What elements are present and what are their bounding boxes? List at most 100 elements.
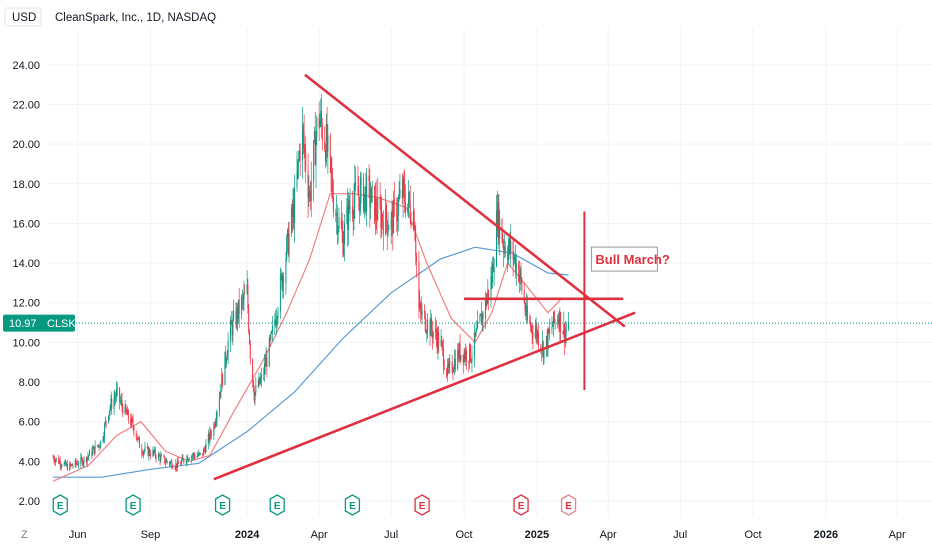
candle-body [188, 459, 190, 460]
earnings-marker[interactable]: E [52, 494, 68, 516]
candle-body [518, 263, 520, 282]
earnings-marker[interactable]: E [269, 494, 285, 516]
earnings-marker[interactable]: E [513, 494, 529, 516]
candle-body [175, 463, 177, 468]
candle-body [243, 292, 245, 300]
candle-body [354, 182, 356, 201]
candle-body [94, 444, 96, 454]
candle-body [238, 299, 240, 315]
candle-body [89, 450, 91, 456]
candle-body [530, 322, 532, 328]
candle-body [150, 454, 152, 456]
candle-body [225, 351, 227, 363]
candle-body [171, 461, 173, 468]
candle-body [115, 396, 117, 398]
candle-body [249, 343, 251, 360]
candle-body [88, 455, 90, 457]
candle-body [498, 201, 500, 239]
candle-body [564, 331, 566, 343]
earnings-marker[interactable]: E [414, 494, 430, 516]
candle-body [221, 374, 223, 392]
candle-body [296, 171, 298, 188]
candle-body [365, 186, 367, 212]
candle-body [510, 241, 512, 253]
header: USD CleanSpark, Inc., 1D, NASDAQ [4, 7, 216, 27]
candle-body [480, 314, 482, 316]
candle-body [320, 111, 322, 121]
annotation-box[interactable]: Bull March? [590, 246, 670, 272]
y-tick-label: 2.00 [19, 496, 40, 508]
z-button[interactable]: Z [21, 529, 28, 541]
candle-body [165, 460, 167, 463]
candle-body [423, 310, 425, 313]
candle-body [97, 445, 99, 446]
candle-body [176, 463, 178, 468]
candle-body [193, 453, 195, 456]
candle-body [363, 193, 365, 211]
earnings-marker[interactable]: E [344, 494, 361, 516]
candle-body [160, 455, 162, 461]
candle-body [492, 263, 494, 283]
candle-body [359, 184, 361, 212]
earnings-icon [414, 494, 430, 516]
candle-body [305, 152, 307, 171]
candle-body [534, 331, 536, 338]
candle-body [198, 452, 200, 456]
candle-body [524, 302, 526, 311]
earnings-marker[interactable]: E [560, 494, 577, 516]
candle-body [96, 444, 98, 446]
candle-body [163, 455, 165, 457]
earnings-label: E [565, 501, 572, 512]
candle-body [492, 263, 494, 273]
candle-body [286, 229, 288, 238]
candle-body [290, 207, 292, 234]
candle-body [271, 331, 273, 333]
candle-body [166, 460, 168, 463]
candle-body [196, 455, 198, 458]
earnings-marker[interactable]: E [125, 494, 141, 516]
candle-body [292, 203, 294, 218]
candle-body [115, 389, 117, 397]
candle-body [552, 326, 554, 328]
candle-body [130, 419, 132, 426]
candle-body [114, 397, 116, 399]
x-tick-label: Jul [673, 529, 687, 541]
candle-body [81, 458, 83, 465]
candle-body [437, 332, 439, 349]
candle-body [220, 391, 222, 393]
candle-body [381, 214, 383, 229]
candle-body [509, 239, 511, 253]
candle-body [159, 456, 161, 461]
candle-body [187, 457, 189, 461]
earnings-label: E [130, 501, 137, 512]
earnings-icon [344, 494, 361, 516]
candle-body [543, 348, 545, 359]
candle-body [496, 210, 498, 231]
candle-body [537, 332, 539, 346]
x-tick-label: Jun [69, 529, 87, 541]
candle-body [210, 430, 212, 435]
candle-body [268, 338, 270, 367]
trendline-ascending [213, 311, 636, 481]
candle-body [370, 202, 372, 208]
candle-body [471, 356, 473, 362]
candle-body [105, 421, 107, 423]
candle-body [364, 186, 366, 194]
candle-body [440, 339, 442, 346]
candle-body [487, 289, 489, 298]
earnings-icon [513, 494, 529, 516]
candle-body [260, 378, 262, 384]
candle-body [515, 263, 517, 273]
candle-body [92, 449, 94, 456]
candle-body [496, 210, 498, 266]
candle-body [473, 332, 475, 357]
candle-body [153, 450, 155, 453]
candle-body [72, 465, 74, 467]
candle-body [560, 312, 562, 332]
grid [46, 28, 932, 517]
candle-body [397, 215, 399, 222]
candle-body [269, 338, 271, 339]
earnings-marker[interactable]: E [214, 494, 231, 516]
candle-body [119, 401, 121, 403]
candle-body [503, 243, 505, 251]
